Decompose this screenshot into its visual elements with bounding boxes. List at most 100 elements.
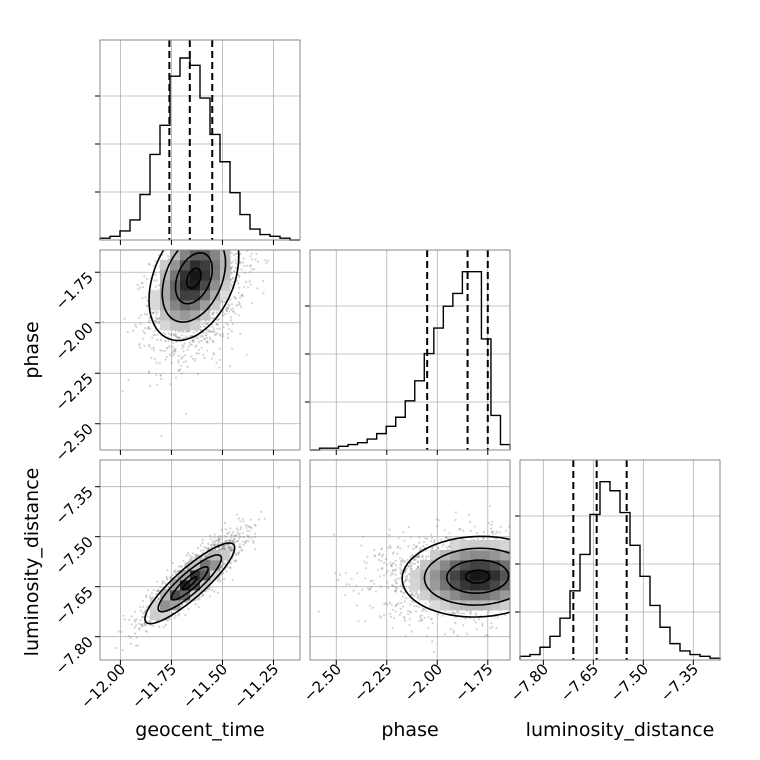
scatter-point <box>180 357 183 360</box>
joint-panel-geocent_time-luminosity_distance <box>95 459 301 665</box>
scatter-point <box>454 621 457 625</box>
scatter-point <box>245 526 248 529</box>
scatter-point <box>246 264 249 267</box>
scatter-point <box>204 320 207 323</box>
scatter-point <box>123 618 126 621</box>
scatter-point <box>191 552 194 555</box>
scatter-point <box>535 570 537 572</box>
scatter-point <box>217 580 220 583</box>
scatter-point <box>380 560 383 563</box>
scatter-point <box>204 242 206 244</box>
scatter-point <box>228 228 230 230</box>
scatter-point <box>145 615 148 618</box>
scatter-point <box>238 551 241 554</box>
scatter-point <box>215 323 218 326</box>
scatter-point <box>389 615 393 618</box>
scatter-point <box>223 534 226 538</box>
scatter-point <box>153 357 156 361</box>
scatter-point <box>212 242 214 244</box>
scatter-point <box>174 349 177 352</box>
scatter-point <box>532 557 534 559</box>
scatter-point <box>183 337 187 340</box>
scatter-point <box>225 540 228 543</box>
scatter-point <box>228 566 232 569</box>
scatter-point <box>140 623 143 626</box>
scatter-point <box>123 317 126 320</box>
scatter-point <box>377 558 381 562</box>
scatter-point <box>469 612 472 615</box>
scatter-point <box>238 241 240 243</box>
scatter-point <box>201 323 204 326</box>
scatter-point <box>188 554 192 557</box>
scatter-point <box>219 541 222 544</box>
scatter-point <box>135 636 138 639</box>
scatter-point <box>392 617 396 620</box>
scatter-point <box>400 569 403 572</box>
scatter-point <box>195 245 197 247</box>
scatter-point <box>231 540 234 543</box>
contour-level-3 <box>185 267 202 289</box>
scatter-point <box>235 232 237 234</box>
density-cell <box>200 300 211 311</box>
xlabel-geocent-time: geocent_time <box>135 719 264 741</box>
scatter-point <box>224 235 226 237</box>
scatter-point <box>367 587 370 590</box>
scatter-point <box>212 352 215 355</box>
scatter-point <box>406 577 409 580</box>
scatter-point <box>412 543 415 546</box>
scatter-point <box>435 518 438 521</box>
scatter-point <box>204 555 207 558</box>
scatter-point <box>184 564 187 567</box>
scatter-point <box>230 303 234 306</box>
scatter-point <box>197 244 199 246</box>
scatter-point <box>175 228 177 230</box>
scatter-point <box>452 631 455 635</box>
scatter-point <box>150 597 153 600</box>
scatter-point <box>443 529 446 532</box>
density-cell <box>190 250 201 261</box>
scatter-point <box>528 593 530 595</box>
scatter-point <box>157 320 161 323</box>
scatter-point <box>204 334 207 337</box>
scatter-point <box>211 240 213 242</box>
scatter-point <box>157 625 160 628</box>
scatter-point <box>233 541 236 544</box>
scatter-point <box>145 594 148 597</box>
scatter-point <box>224 544 227 547</box>
scatter-point <box>194 603 197 606</box>
scatter-point <box>164 623 168 627</box>
scatter-point <box>383 561 386 564</box>
scatter-point <box>242 226 244 228</box>
scatter-point <box>180 364 183 368</box>
scatter-point <box>187 330 190 333</box>
scatter-point <box>232 253 236 256</box>
scatter-point <box>534 576 536 578</box>
scatter-point <box>231 261 234 264</box>
scatter-point <box>256 287 259 290</box>
density-cell <box>200 580 211 591</box>
scatter-point <box>205 236 207 238</box>
scatter-point <box>469 610 473 613</box>
scatter-point <box>152 311 155 314</box>
scatter-point <box>425 555 428 559</box>
scatter-point <box>220 565 223 568</box>
scatter-point <box>397 537 400 540</box>
scatter-point <box>232 276 235 280</box>
scatter-point <box>190 343 193 346</box>
scatter-point <box>245 353 248 356</box>
scatter-point <box>170 362 173 365</box>
scatter-point <box>228 547 231 550</box>
scatter-point <box>231 548 234 552</box>
scatter-point <box>245 280 248 284</box>
scatter-point <box>194 345 197 348</box>
scatter-point <box>407 564 410 567</box>
scatter-point <box>246 286 250 289</box>
scatter-point <box>522 560 524 562</box>
scatter-point <box>232 531 235 534</box>
scatter-point <box>241 531 245 535</box>
scatter-point <box>215 311 218 314</box>
scatter-point <box>174 614 177 617</box>
scatter-point <box>219 580 222 583</box>
scatter-point <box>514 591 516 593</box>
scatter-point <box>527 578 529 580</box>
